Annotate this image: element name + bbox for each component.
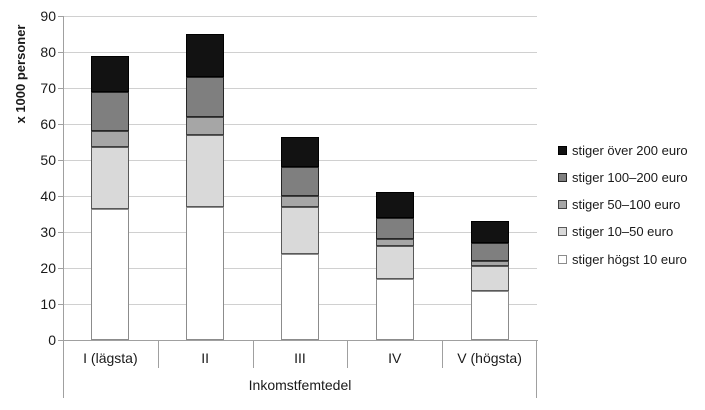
bar-segment-4 (375, 239, 414, 247)
bar-segment-3 (281, 253, 319, 340)
y-axis-line (63, 16, 64, 398)
y-axis-title: x 1000 personer (13, 24, 28, 124)
category-label: III (294, 350, 306, 366)
gridline (63, 123, 537, 125)
gridline (63, 87, 537, 89)
bar-segment-1 (91, 55, 130, 92)
legend-item: stiger 10–50 euro (558, 222, 673, 242)
category-separator (252, 340, 254, 368)
legend-swatch (558, 227, 567, 237)
legend-label: stiger 100–200 euro (572, 169, 688, 185)
bar-segment-1 (91, 147, 130, 209)
legend-label: stiger 50–100 euro (572, 197, 681, 213)
bar-segment-5 (470, 260, 509, 267)
y-tick-label: 50 (40, 152, 56, 168)
legend-swatch (558, 200, 567, 210)
y-tick-label: 40 (40, 188, 56, 204)
y-axis-tick (58, 231, 63, 233)
bar-segment-2 (186, 206, 225, 340)
gridline (63, 15, 537, 17)
bar-segment-5 (470, 291, 509, 340)
y-axis-tick (58, 87, 63, 89)
y-axis-tick (58, 123, 63, 125)
y-axis-tick (58, 267, 63, 269)
bar-segment-1 (91, 208, 130, 340)
bar-segment-1 (91, 91, 130, 132)
y-axis-tick (58, 159, 63, 161)
legend-swatch (558, 254, 567, 264)
y-tick-label: 10 (40, 296, 56, 312)
bar-segment-2 (186, 134, 225, 207)
bar-segment-3 (281, 206, 319, 254)
bar-segment-5 (470, 221, 509, 243)
y-tick-label: 90 (40, 8, 56, 24)
y-axis-tick (58, 195, 63, 197)
legend-swatch (558, 172, 567, 182)
y-tick-label: 70 (40, 80, 56, 96)
legend-item: stiger högst 10 euro (558, 249, 687, 269)
y-axis-tick (58, 51, 63, 53)
y-axis-tick (58, 15, 63, 17)
y-tick-label: 60 (40, 116, 56, 132)
x-axis-line (63, 339, 538, 341)
category-label: IV (388, 350, 402, 366)
category-separator (347, 340, 349, 368)
y-tick-label: 0 (48, 332, 56, 348)
category-label: I (lägsta) (83, 350, 138, 366)
legend-item: stiger 50–100 euro (558, 195, 680, 215)
bar-segment-4 (375, 217, 414, 240)
category-label: V (högsta) (457, 350, 522, 366)
gridline (63, 51, 537, 53)
legend-label: stiger 10–50 euro (572, 224, 674, 240)
bar-segment-5 (470, 266, 509, 292)
bar-segment-2 (186, 34, 225, 78)
category-separator (442, 340, 444, 368)
bar-segment-3 (281, 136, 319, 168)
bar-segment-3 (281, 167, 319, 196)
legend-item: stiger 100–200 euro (558, 167, 688, 187)
x-axis-title: Inkomstfemtedel (248, 377, 352, 393)
y-tick-label: 20 (40, 260, 56, 276)
y-tick-label: 80 (40, 44, 56, 60)
bar-segment-1 (91, 131, 130, 148)
y-tick-label: 30 (40, 224, 56, 240)
category-label: II (201, 350, 210, 366)
bar-segment-2 (186, 116, 225, 135)
bar-segment-3 (281, 196, 319, 207)
bar-segment-2 (186, 77, 225, 117)
bar-segment-5 (470, 242, 509, 261)
legend-item: stiger över 200 euro (558, 140, 688, 160)
y-axis-tick (58, 303, 63, 305)
category-separator (157, 340, 159, 368)
bar-segment-4 (375, 192, 414, 218)
legend-label: stiger över 200 euro (572, 142, 688, 158)
bar-segment-4 (375, 278, 414, 340)
axis-frame-right (536, 340, 537, 398)
y-axis-tick (58, 339, 63, 341)
bar-segment-4 (375, 246, 414, 279)
legend-label: stiger högst 10 euro (572, 251, 687, 267)
legend-swatch (558, 145, 567, 155)
